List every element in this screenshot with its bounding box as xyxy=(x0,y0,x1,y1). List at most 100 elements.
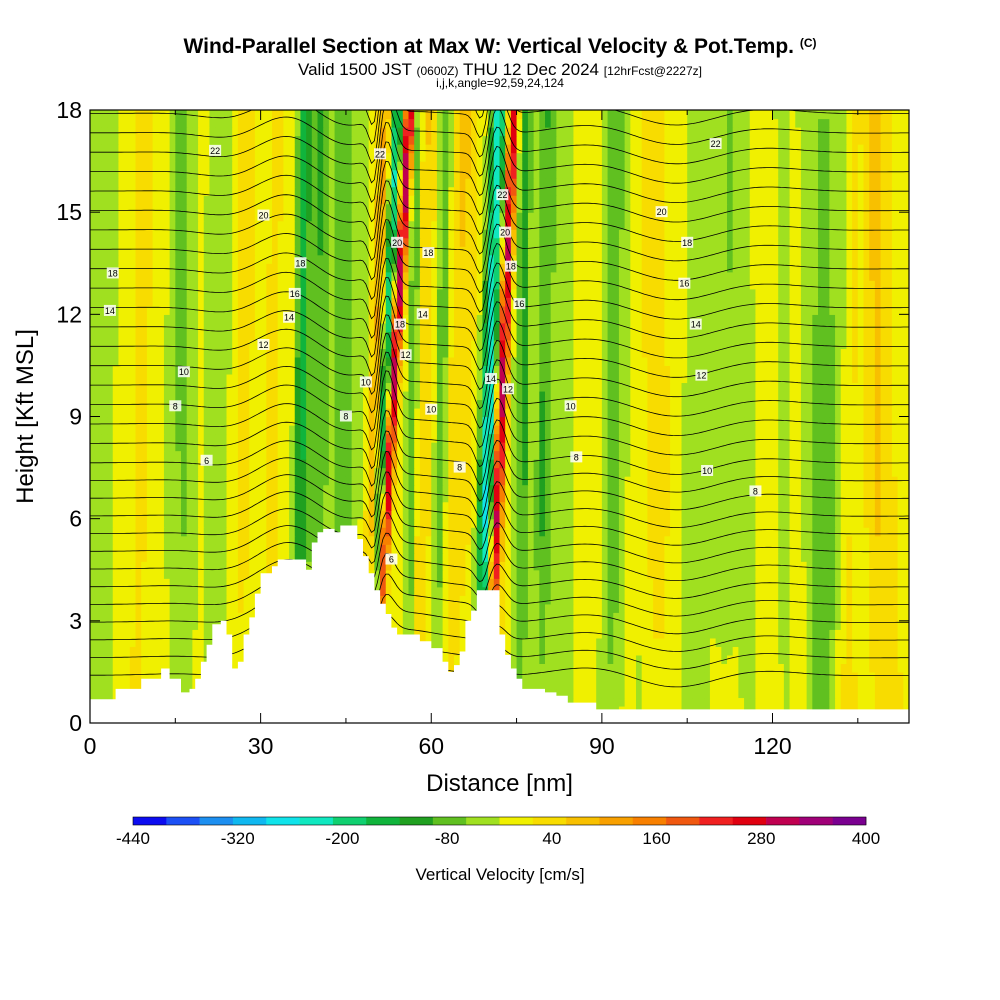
velocity-cell xyxy=(545,654,552,664)
velocity-cell xyxy=(641,535,648,545)
velocity-cell xyxy=(579,637,586,647)
velocity-cell xyxy=(141,484,148,494)
velocity-cell xyxy=(835,433,842,443)
velocity-cell xyxy=(641,663,648,673)
velocity-cell xyxy=(306,510,313,520)
velocity-cell xyxy=(732,510,739,520)
velocity-cell xyxy=(198,603,205,613)
velocity-cell xyxy=(835,467,842,477)
velocity-cell xyxy=(510,425,518,435)
velocity-cell xyxy=(846,527,853,537)
velocity-cell xyxy=(499,620,506,630)
velocity-cell xyxy=(681,476,688,486)
velocity-cell xyxy=(840,646,848,656)
velocity-cell xyxy=(243,586,250,596)
velocity-cell xyxy=(550,680,557,690)
velocity-cell xyxy=(186,552,193,562)
velocity-cell xyxy=(522,544,529,554)
velocity-cell xyxy=(818,629,825,639)
velocity-cell xyxy=(704,688,711,699)
velocity-cell xyxy=(755,493,762,503)
velocity-cell xyxy=(681,527,688,537)
velocity-cell xyxy=(840,663,848,673)
velocity-cell xyxy=(618,493,626,503)
velocity-cell xyxy=(727,569,734,579)
velocity-cell xyxy=(818,433,825,443)
velocity-cell xyxy=(675,620,683,630)
velocity-cell xyxy=(550,620,557,630)
velocity-cell xyxy=(436,450,444,460)
velocity-cell xyxy=(215,586,222,596)
velocity-cell xyxy=(260,501,267,511)
velocity-cell xyxy=(562,467,569,477)
velocity-cell xyxy=(107,671,114,682)
velocity-cell xyxy=(425,467,432,477)
velocity-cell xyxy=(641,459,648,469)
velocity-cell xyxy=(272,552,279,562)
velocity-cell xyxy=(829,518,836,528)
velocity-cell xyxy=(363,476,370,486)
velocity-cell xyxy=(618,654,626,664)
velocity-cell xyxy=(772,569,779,579)
velocity-cell xyxy=(499,612,506,622)
velocity-cell xyxy=(721,510,728,520)
velocity-cell xyxy=(448,467,455,477)
velocity-cell xyxy=(624,603,631,613)
velocity-cell xyxy=(789,586,796,596)
velocity-cell xyxy=(516,603,523,613)
velocity-cell xyxy=(391,612,398,622)
velocity-cell xyxy=(744,688,751,699)
velocity-cell xyxy=(692,637,700,647)
velocity-cell xyxy=(482,544,489,554)
velocity-cell xyxy=(783,671,791,682)
velocity-cell xyxy=(579,476,586,486)
velocity-cell xyxy=(425,603,432,613)
velocity-cell xyxy=(727,578,734,588)
velocity-cell xyxy=(721,433,728,443)
velocity-cell xyxy=(459,637,466,647)
velocity-cell xyxy=(237,459,245,469)
velocity-cell xyxy=(345,425,353,435)
velocity-cell xyxy=(681,569,688,579)
velocity-cell xyxy=(596,697,603,707)
velocity-cell xyxy=(402,535,410,545)
velocity-cell xyxy=(766,510,774,520)
velocity-cell xyxy=(431,586,438,596)
velocity-cell xyxy=(687,518,694,528)
velocity-cell xyxy=(488,518,495,528)
velocity-cell xyxy=(749,442,757,452)
velocity-cell xyxy=(283,425,290,435)
velocity-cell xyxy=(636,484,643,494)
velocity-cell xyxy=(380,501,387,511)
velocity-cell xyxy=(135,586,142,596)
velocity-cell xyxy=(772,501,779,511)
velocity-cell xyxy=(624,535,631,545)
velocity-cell xyxy=(766,637,774,647)
velocity-cell xyxy=(874,527,882,537)
velocity-cell xyxy=(550,518,557,528)
velocity-cell xyxy=(573,467,580,477)
velocity-cell xyxy=(95,552,102,562)
velocity-cell xyxy=(886,527,893,537)
velocity-cell xyxy=(175,612,182,622)
velocity-cell xyxy=(664,476,671,486)
velocity-cell xyxy=(647,442,654,452)
velocity-cell xyxy=(789,433,796,443)
velocity-cell xyxy=(567,484,575,494)
velocity-cell xyxy=(95,688,102,699)
velocity-cell xyxy=(675,433,683,443)
velocity-cell xyxy=(852,697,859,707)
velocity-cell xyxy=(243,552,250,562)
velocity-cell xyxy=(891,578,899,588)
velocity-cell xyxy=(436,510,444,520)
velocity-cell xyxy=(499,535,506,545)
velocity-cell xyxy=(556,629,563,639)
velocity-cell xyxy=(141,569,148,579)
velocity-cell xyxy=(181,527,188,537)
velocity-cell xyxy=(266,484,273,494)
velocity-cell xyxy=(567,680,575,690)
velocity-cell xyxy=(328,433,336,443)
velocity-cell xyxy=(391,467,398,477)
velocity-cell xyxy=(579,433,586,443)
velocity-cell xyxy=(562,527,569,537)
